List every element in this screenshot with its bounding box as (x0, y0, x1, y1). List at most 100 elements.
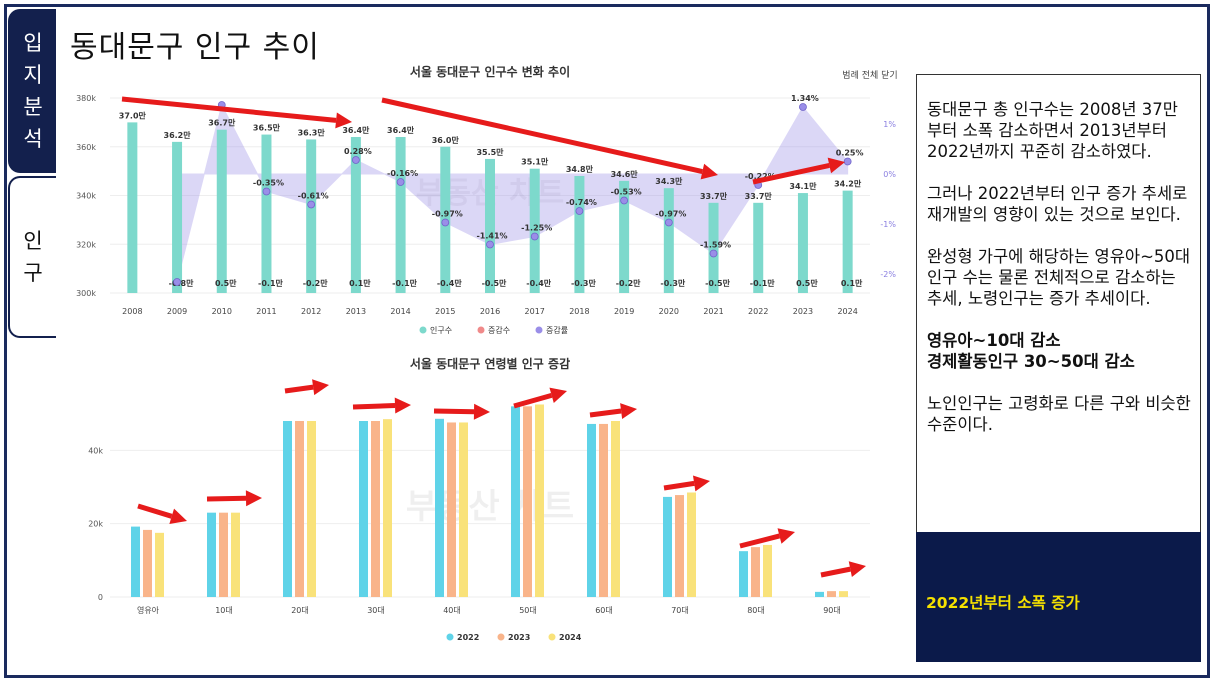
chart2-bar (523, 406, 532, 597)
chart1-x-tick: 2009 (167, 307, 187, 316)
chart1-legend-marker (535, 326, 543, 334)
chart1-bar-label: 36.2만 (164, 130, 192, 140)
chart2-legend-label: 2024 (559, 633, 582, 642)
chart1-rate-label: -0.35% (253, 179, 284, 188)
chart2-watermark: 부동산 차트 (406, 487, 574, 527)
chart1-bar (306, 139, 317, 293)
chart1-change-label: 0.5만 (215, 278, 237, 288)
chart1-legend-label: 인구수 (430, 325, 452, 335)
chart1-bar (842, 190, 853, 293)
chart1-change-label: -0.8만 (169, 278, 194, 288)
chart2-bar (359, 421, 368, 597)
chart1-bar (127, 122, 138, 293)
summary-paragraph-3: 완성형 가구에 해당하는 영유아~50대 인구 수는 물론 전체적으로 감소하는… (927, 247, 1191, 308)
chart2-title: 서울 동대문구 연령별 인구 증감 (410, 356, 570, 371)
chart1-bar (529, 168, 540, 293)
chart2-bar (459, 422, 468, 597)
chart2-x-tick: 60대 (595, 606, 613, 615)
chart1-bar-label: 34.2만 (834, 179, 862, 189)
chart1-bar-label: 36.3만 (298, 127, 326, 137)
chart1-x-tick: 2018 (569, 307, 589, 316)
chart1-change-label: -0.1만 (392, 278, 417, 288)
chart2-x-tick: 70대 (671, 606, 689, 615)
chart2-bar (599, 423, 608, 597)
chart1-y-tick: 340k (76, 192, 96, 201)
chart1-title: 서울 동대문구 인구수 변화 추이 (410, 64, 570, 79)
chart1-y2-tick: 0% (883, 170, 896, 179)
chart1-change-label: -0.2만 (303, 278, 328, 288)
chart2-legend-label: 2022 (457, 633, 479, 642)
chart1-x-tick: 2023 (793, 307, 813, 316)
chart1-change-label: -0.4만 (437, 278, 462, 288)
chart2-bar (511, 406, 520, 597)
chart1-x-tick: 2020 (659, 307, 679, 316)
chart1-change-label: 0.1만 (841, 278, 863, 288)
summary-footer: 2022년부터 소폭 증가 (916, 532, 1201, 662)
chart1-rate-label: -1.41% (476, 232, 507, 241)
chart1-rate-point (441, 218, 450, 227)
chart1-change-label: -0.3만 (571, 278, 596, 288)
chart1-bar (395, 137, 406, 293)
chart2-arrow-8-head (692, 475, 710, 492)
chart1-x-tick: 2022 (748, 307, 768, 316)
summary-paragraph-1: 동대문구 총 인구수는 2008년 37만부터 소폭 감소하면서 2013년부터… (927, 100, 1178, 161)
summary-bold-1: 영유아~10대 감소 (927, 331, 1061, 350)
chart2-arrow-5-head (473, 403, 490, 420)
chart1-bar-label: 34.1만 (789, 181, 817, 191)
chart2-arrow-2-shaft (206, 495, 247, 502)
chart2-bar (207, 512, 216, 597)
chart1-change-label: -0.5만 (705, 278, 730, 288)
chart1-y2-tick: 1% (883, 120, 896, 129)
chart2-bar (283, 421, 292, 597)
chart1-bar (350, 137, 361, 293)
chart1-y-tick: 380k (76, 94, 96, 103)
chart1-rate-label: 0.25% (836, 149, 864, 158)
chart2-arrow-1-shaft (137, 503, 173, 519)
chart1-x-tick: 2024 (837, 307, 857, 316)
chart1-bar (753, 202, 764, 293)
chart1-x-tick: 2008 (122, 307, 142, 316)
chart2-bar (131, 526, 140, 597)
chart1-rate-label: -0.97% (655, 210, 686, 219)
page-title: 동대문구 인구 추이 (70, 30, 320, 65)
chart2-arrow-10-head (848, 561, 866, 577)
chart2-bar (231, 512, 240, 597)
chart1-bar-label: 36.7만 (208, 118, 236, 128)
chart1-bar (708, 202, 719, 293)
chart1-y2-tick: -2% (880, 270, 896, 279)
chart1-legend-label: 증감수 (488, 325, 510, 335)
chart1-rate-point (843, 157, 852, 166)
summary-bold-2: 경제활동인구 30~50대 감소 (927, 352, 1135, 371)
chart1-bar-label: 36.4만 (342, 125, 370, 135)
chart1-bar-label: 33.7만 (745, 191, 773, 201)
summary-text: 동대문구 총 인구수는 2008년 37만부터 소폭 감소하면서 2013년부터… (927, 99, 1191, 456)
chart2-x-tick: 영유아 (137, 605, 160, 615)
chart2-arrow-6-shaft (513, 392, 553, 409)
chart1-bar (619, 180, 630, 293)
chart2-arrow-7-shaft (589, 408, 622, 418)
chart2-x-tick: 30대 (367, 606, 385, 615)
chart2-bar (155, 532, 164, 597)
chart2-arrow-7-head (620, 403, 637, 419)
chart2-x-tick: 50대 (519, 606, 537, 615)
tab-label-char: 입 (23, 31, 43, 55)
summary-paragraph-2: 그러나 2022년부터 인구 증가 추세로 재개발의 영향이 있는 것으로 보인… (927, 184, 1188, 224)
chart1-bar-label: 34.3만 (655, 176, 683, 186)
chart1-bar (216, 129, 227, 293)
chart1-bar (663, 188, 674, 293)
chart1-change-label: 0.5만 (796, 278, 818, 288)
chart2-bar (383, 419, 392, 597)
chart1-legend-label: 증감률 (546, 325, 568, 335)
chart2-bar (827, 591, 836, 597)
chart2-x-tick: 80대 (747, 606, 765, 615)
chart1-change-label: -0.3만 (660, 278, 685, 288)
chart2-bar (587, 423, 596, 597)
chart2-arrow-10-shaft (820, 566, 851, 578)
chart2-legend-marker (446, 633, 454, 641)
chart1-change-label: -0.1만 (258, 278, 283, 288)
chart2-bar (371, 421, 380, 597)
chart2-arrow-1-head (169, 508, 187, 524)
chart2-bar (815, 591, 824, 597)
